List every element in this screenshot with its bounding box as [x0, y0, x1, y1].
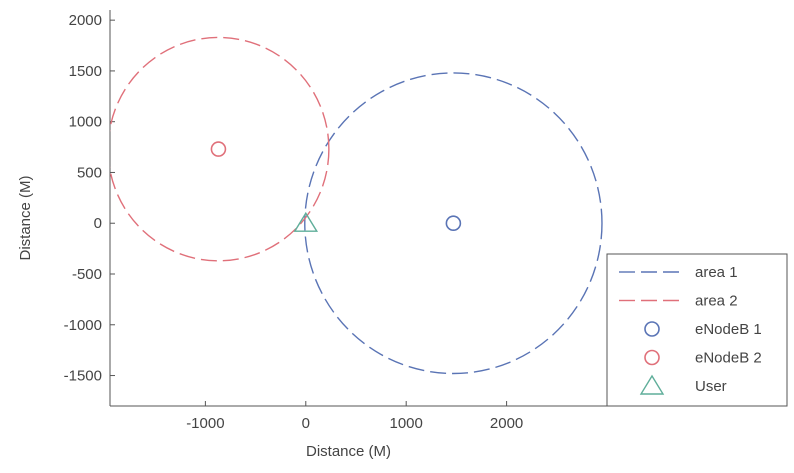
y-tick-label: 2000	[69, 12, 102, 29]
legend-swatch-enodeb-2	[644, 349, 660, 366]
y-tick-label: 500	[77, 164, 102, 181]
y-tick-label: 1500	[69, 63, 102, 80]
x-tick-label: -1000	[186, 415, 224, 432]
axes: 2000 1500 1000 500 0 -500 -1000 -1500 -1000 0 1000…	[64, 10, 607, 432]
legend-label-enodeb-1: eNodeB 1	[695, 321, 762, 338]
y-tick-label: -1500	[64, 368, 102, 385]
x-tick-label: 2000	[490, 415, 523, 432]
x-tick-label: 0	[302, 415, 310, 432]
plot-area	[110, 36, 603, 375]
marker-user	[293, 211, 319, 232]
marker-enodeb-2	[210, 141, 227, 157]
area-boundary-area-1	[304, 72, 603, 375]
legend-label-user: User	[695, 378, 727, 395]
y-tick-label: -500	[72, 266, 102, 283]
x-tick-label: 1000	[390, 415, 423, 432]
legend: area 1 area 2 eNodeB 1 eNodeB 2 User	[606, 253, 788, 407]
legend-label-area-2: area 2	[695, 293, 738, 310]
legend-label-area-1: area 1	[695, 264, 738, 281]
y-tick-label: -1000	[64, 317, 102, 334]
marker-enodeb-1	[445, 215, 462, 232]
legend-swatch-enodeb-1	[644, 321, 660, 337]
y-tick-label: 0	[94, 215, 102, 232]
area-boundary-area-2	[110, 36, 330, 262]
y-axis-label: Distance (M)	[17, 175, 34, 260]
y-tick-label: 1000	[69, 114, 102, 131]
legend-label-enodeb-2: eNodeB 2	[695, 350, 762, 367]
x-axis-label: Distance (M)	[306, 443, 391, 460]
legend-box	[606, 253, 788, 407]
legend-swatch-user	[639, 374, 665, 395]
